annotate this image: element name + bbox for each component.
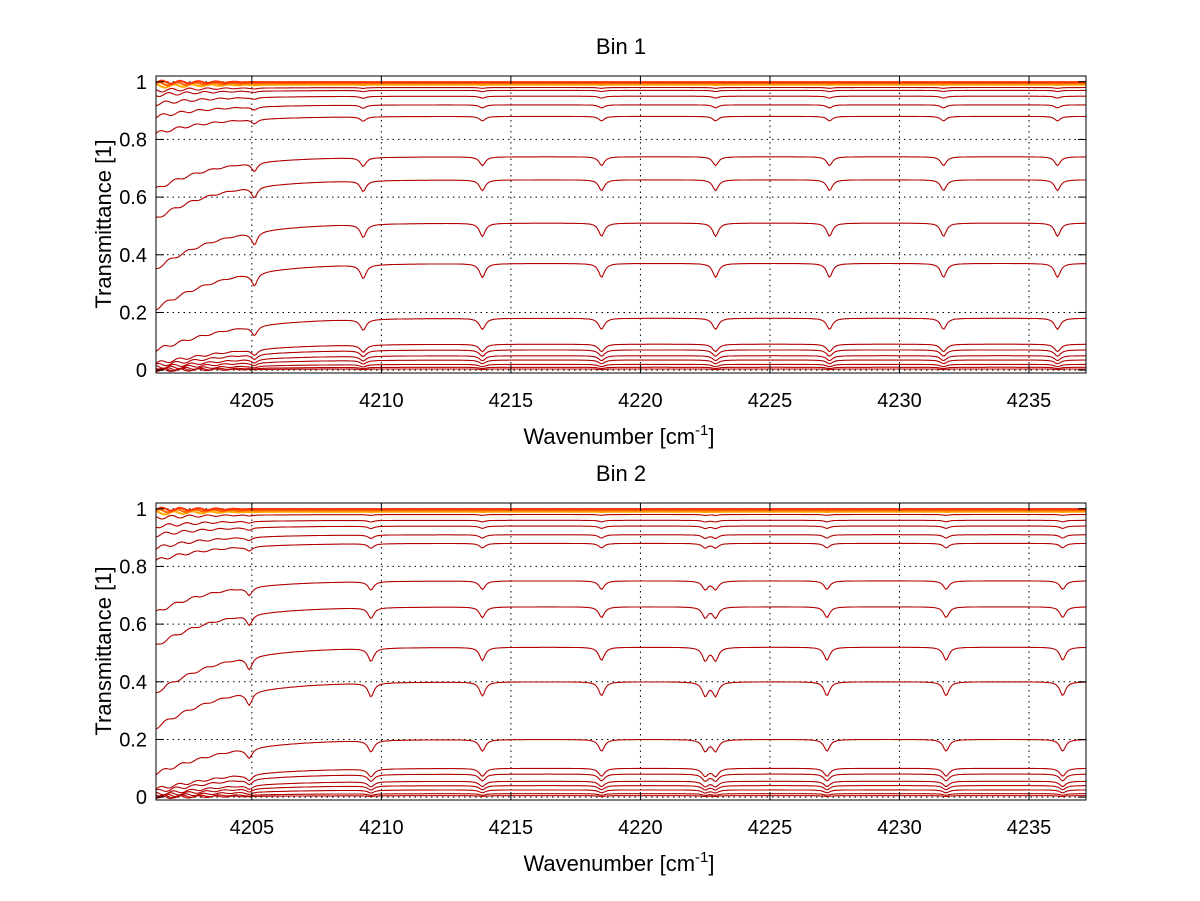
series-line: [155, 789, 1086, 799]
series-line: [155, 519, 1086, 529]
series-line: [155, 780, 1086, 796]
series-group: [155, 79, 1086, 373]
series-line: [155, 506, 1086, 512]
series-line: [155, 81, 1086, 87]
x-axis-label: Wavenumber [cm-1]: [523, 849, 714, 876]
series-line: [155, 606, 1086, 645]
x-tick-label: 4220: [618, 817, 663, 839]
series-group: [155, 506, 1086, 800]
x-tick-label: 4220: [618, 390, 663, 412]
plot-frame: [155, 75, 1087, 374]
x-tick-label: 4225: [748, 390, 793, 412]
panel-bin-1: Bin 1 4205 4210 4215 4220 4225 4230 4235 0 0.2 0.…: [91, 34, 1087, 449]
x-tick-label: 4210: [359, 817, 404, 839]
y-axis-label: Transmittance [1]: [91, 139, 116, 308]
ticks: 4205 4210 4215 4220 4225 4230 4235 0 0.2 0.4 0.6 0.…: [119, 499, 1086, 839]
series-line: [155, 542, 1086, 561]
series-line: [155, 79, 1086, 85]
y-tick-label: 0.2: [119, 302, 147, 324]
y-tick-label: 0.8: [119, 556, 147, 578]
chart-title: Bin 1: [596, 34, 646, 59]
x-tick-label: 4205: [230, 817, 275, 839]
series-line: [155, 534, 1086, 550]
series-line: [155, 508, 1086, 514]
x-tick-label: 4225: [748, 817, 793, 839]
grid: [156, 76, 1086, 373]
series-line: [155, 767, 1086, 790]
y-axis-label: Transmittance [1]: [91, 566, 116, 735]
series-line: [155, 83, 1086, 89]
series-line: [155, 317, 1086, 352]
series-line: [155, 343, 1086, 364]
series-line: [155, 156, 1086, 189]
y-tick-label: 0.8: [119, 129, 147, 151]
y-tick-label: 1: [136, 72, 147, 94]
series-line: [155, 525, 1086, 538]
series-line: [155, 513, 1086, 520]
series-line: [155, 179, 1086, 218]
plot-frame: [155, 502, 1087, 801]
x-tick-label: 4215: [489, 390, 534, 412]
series-line: [155, 355, 1086, 369]
series-line: [155, 738, 1086, 776]
x-tick-label: 4235: [1007, 390, 1052, 412]
series-line: [155, 773, 1086, 792]
y-tick-label: 0: [136, 787, 147, 809]
y-tick-label: 1: [136, 499, 147, 521]
series-line: [155, 646, 1086, 694]
series-line: [155, 222, 1086, 270]
x-tick-label: 4210: [359, 390, 404, 412]
y-tick-label: 0.4: [119, 245, 147, 267]
series-line: [155, 349, 1086, 367]
series-line: [155, 580, 1086, 612]
y-tick-label: 0: [136, 360, 147, 382]
chart-title: Bin 2: [596, 461, 646, 486]
series-line: [155, 89, 1086, 98]
x-tick-label: 4230: [877, 390, 922, 412]
series-line: [155, 95, 1086, 107]
x-tick-label: 4230: [877, 817, 922, 839]
x-tick-label: 4205: [230, 390, 275, 412]
ticks: 4205 4210 4215 4220 4225 4230 4235 0 0.2 0.4 0.6 0.…: [119, 72, 1086, 412]
x-tick-label: 4215: [489, 817, 534, 839]
series-line: [155, 363, 1086, 372]
series-line: [155, 681, 1086, 730]
series-line: [155, 86, 1086, 93]
x-tick-label: 4235: [1007, 817, 1052, 839]
series-line: [155, 115, 1086, 134]
y-tick-label: 0.6: [119, 614, 147, 636]
x-axis-label: Wavenumber [cm-1]: [523, 422, 714, 449]
y-tick-label: 0.4: [119, 672, 147, 694]
y-tick-label: 0.6: [119, 187, 147, 209]
series-line: [155, 785, 1086, 798]
panel-bin-2: Bin 2 4205 4210 4215 4220 4225 4230 4235 0 0.2 0.…: [91, 461, 1087, 876]
series-line: [155, 510, 1086, 516]
y-tick-label: 0.2: [119, 729, 147, 751]
series-line: [155, 359, 1086, 371]
series-line: [155, 366, 1086, 373]
series-line: [155, 794, 1086, 799]
series-line: [155, 367, 1086, 373]
series-line: [155, 104, 1086, 119]
series-line: [155, 793, 1086, 800]
series-line: [155, 262, 1086, 311]
